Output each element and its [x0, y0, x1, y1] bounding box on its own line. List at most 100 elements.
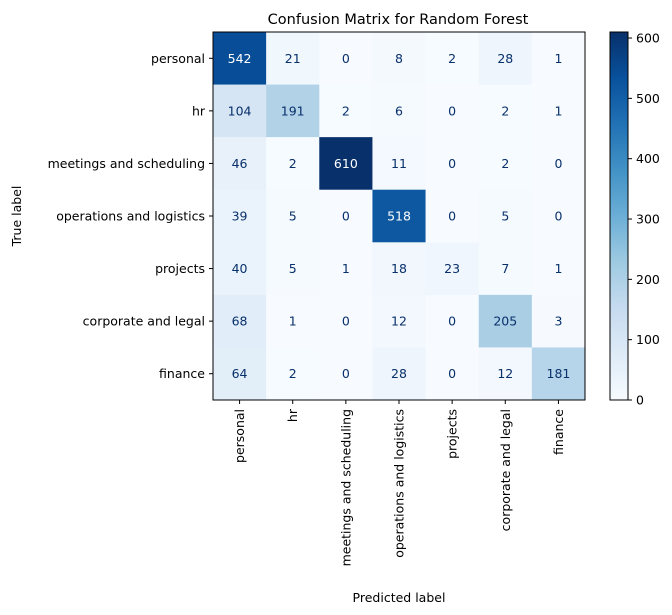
heatmap-cell [425, 84, 480, 138]
cell-value-label: 5 [289, 209, 297, 224]
colorbar-tick-label: 0 [636, 393, 644, 408]
cell-value-label: 18 [391, 261, 407, 276]
cell-value-label: 0 [448, 156, 456, 171]
y-axis-ticks: personal hr meetings and scheduling operati… [48, 51, 213, 381]
heatmap-cell [372, 84, 426, 138]
x-tick-label: meetings and scheduling [338, 409, 353, 566]
heatmap-cell [425, 189, 480, 243]
y-tick-label: operations and logistics [56, 209, 205, 224]
x-tick-label: corporate and legal [498, 409, 513, 531]
x-tick-label: projects [445, 409, 460, 459]
heatmap-cell [266, 32, 320, 85]
x-axis-label: Predicted label [353, 590, 446, 605]
cell-value-label: 1 [554, 51, 562, 66]
cell-value-label: 68 [232, 314, 248, 329]
heatmap-cells [213, 32, 586, 401]
cell-value-label: 181 [547, 366, 571, 381]
heatmap-cell [478, 32, 533, 85]
cell-value-label: 46 [232, 156, 248, 171]
heatmap-cell [266, 242, 320, 296]
heatmap-cell [478, 137, 533, 191]
colorbar-tick-label: 300 [636, 212, 660, 227]
cell-value-label: 0 [342, 366, 350, 381]
cell-value-label: 23 [444, 261, 460, 276]
cell-value-label: 64 [232, 366, 248, 381]
heatmap-cell [531, 347, 586, 401]
cell-value-label: 6 [395, 103, 403, 118]
heatmap-cell [319, 347, 373, 401]
colorbar-tick-label: 500 [636, 91, 660, 106]
colorbar-tick-label: 400 [636, 151, 660, 166]
colorbar-tick-label: 100 [636, 332, 660, 347]
cell-value-label: 0 [448, 209, 456, 224]
cell-value-label: 2 [501, 103, 509, 118]
cell-value-label: 2 [342, 103, 350, 118]
cell-value-label: 1 [289, 314, 297, 329]
cell-value-label: 40 [232, 261, 248, 276]
heatmap-cell [213, 294, 267, 348]
colorbar-ticks: 0 100 200 300 400 500 600 [628, 31, 660, 408]
chart-title: Confusion Matrix for Random Forest [268, 12, 529, 28]
cell-value-label: 8 [395, 51, 403, 66]
heatmap-cell [478, 189, 533, 243]
cell-value-label: 518 [387, 209, 411, 224]
heatmap-cell [531, 294, 586, 348]
heatmap-cell [319, 242, 373, 296]
heatmap-cell [213, 84, 267, 138]
x-tick-label: personal [232, 409, 247, 463]
cell-value-label: 5 [501, 209, 509, 224]
heatmap-cell [531, 137, 586, 191]
heatmap-cell [372, 189, 426, 243]
heatmap-cell [372, 32, 426, 85]
cell-value-label: 2 [289, 156, 297, 171]
cell-value-label: 5 [289, 261, 297, 276]
cell-value-label: 1 [554, 103, 562, 118]
cell-value-label: 1 [554, 261, 562, 276]
heatmap-cell [372, 242, 426, 296]
heatmap-cell [266, 189, 320, 243]
colorbar-tick-label: 200 [636, 272, 660, 287]
cell-value-label: 542 [228, 51, 252, 66]
y-tick-label: corporate and legal [83, 314, 205, 329]
cell-value-label: 191 [281, 103, 305, 118]
heatmap-cell [531, 242, 586, 296]
cell-value-label: 0 [448, 314, 456, 329]
cell-value-label: 0 [342, 209, 350, 224]
heatmap-cell [478, 294, 533, 348]
cell-value-label: 39 [232, 209, 248, 224]
cell-value-label: 0 [554, 156, 562, 171]
cell-value-label: 28 [391, 366, 407, 381]
heatmap-cell [425, 32, 480, 85]
heatmap-cell [478, 347, 533, 401]
heatmap-cell [478, 242, 533, 296]
cell-value-label: 3 [554, 314, 562, 329]
heatmap-cell [425, 242, 480, 296]
cell-value-label: 2 [501, 156, 509, 171]
y-tick-label: finance [159, 366, 205, 381]
x-tick-label: finance [551, 409, 566, 455]
x-tick-label: hr [285, 408, 300, 422]
y-tick-label: meetings and scheduling [48, 156, 205, 171]
x-tick-label: operations and logistics [392, 409, 407, 558]
heatmap-cell [213, 347, 267, 401]
heatmap-cell [266, 347, 320, 401]
cell-value-label: 28 [497, 51, 513, 66]
heatmap-cell [319, 84, 373, 138]
heatmap-cell [266, 84, 320, 138]
cell-value-label: 21 [285, 51, 301, 66]
cell-value-label: 0 [342, 51, 350, 66]
colorbar [609, 31, 629, 401]
heatmap-cell [319, 137, 373, 191]
heatmap-cell [213, 137, 267, 191]
heatmap-cell [372, 347, 426, 401]
cell-value-label: 7 [501, 261, 509, 276]
colorbar-tick-label: 600 [636, 31, 660, 46]
x-axis-ticks: personal hr meetings and scheduling operati… [232, 400, 566, 566]
cell-value-label: 0 [554, 209, 562, 224]
y-tick-label: personal [151, 51, 205, 66]
heatmap-cell [266, 137, 320, 191]
heatmap-cell [372, 294, 426, 348]
cell-value-label: 12 [391, 314, 407, 329]
